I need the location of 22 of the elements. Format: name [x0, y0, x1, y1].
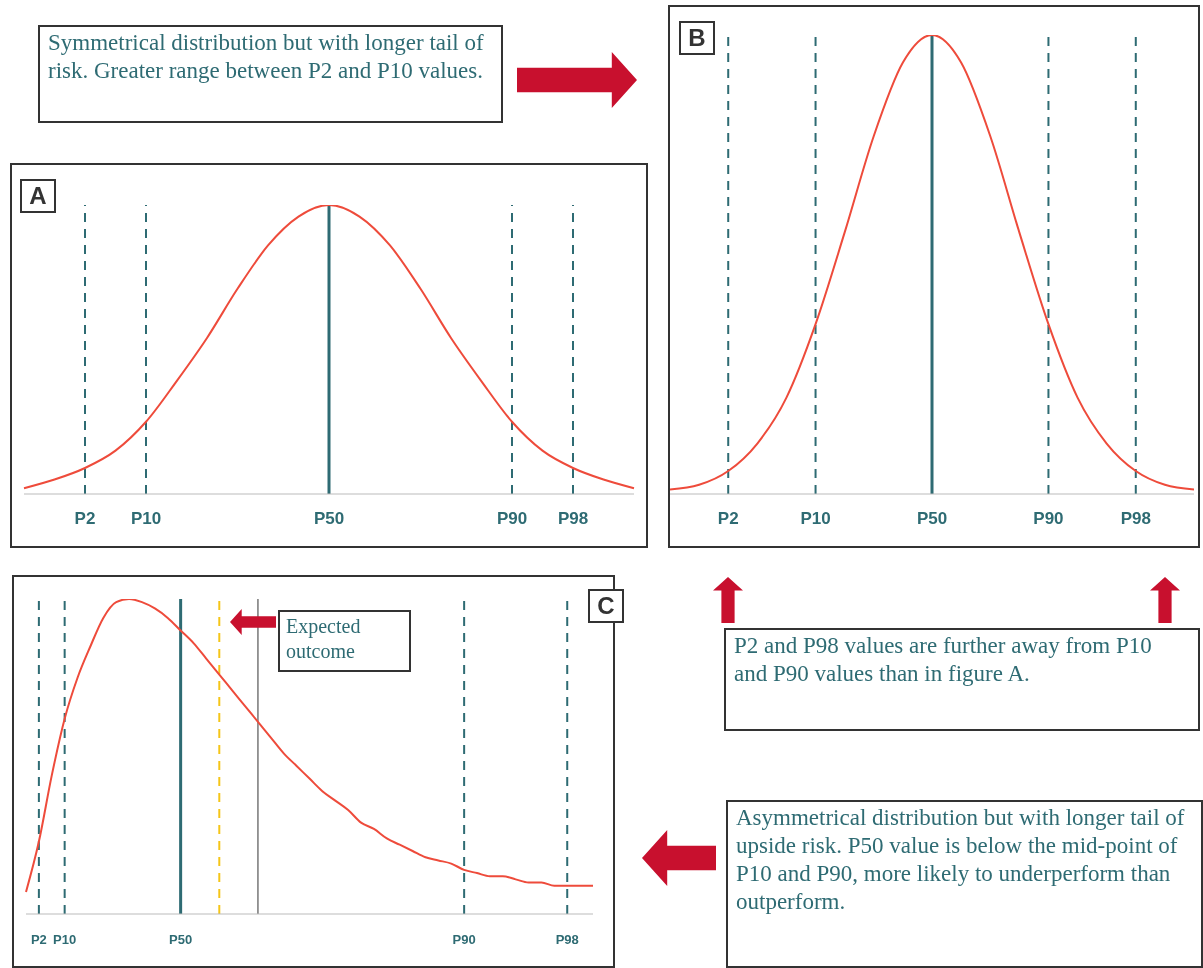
x-tick-label: P90 [1033, 509, 1064, 528]
x-tick-label: P50 [313, 509, 345, 528]
x-tick-label: P90 [452, 932, 476, 947]
x-tick-label: P98 [1120, 509, 1151, 528]
x-tick-label: P50 [916, 509, 948, 528]
text: P2 and P98 values are further away from P10 and P90 values than in figure A. [724, 628, 1200, 731]
x-tick-label: P2 [30, 932, 47, 947]
text: Symmetrical distribution but with longer tail of risk. Greater range between P2 and P10 values. [38, 25, 503, 123]
chart-title: A [20, 179, 56, 213]
x-tick-label: P2 [74, 509, 96, 528]
x-tick-label: P10 [53, 932, 77, 947]
chart-title: B [679, 21, 715, 55]
x-tick-label: P98 [555, 932, 579, 947]
text: Asymmetrical distribution but with longer tail of upside risk. P50 value is below the mid-point of P10 and P90, more likely to underperform than outperform. [726, 800, 1203, 968]
chart-title: C [588, 589, 624, 623]
annotation: Expected outcome [278, 610, 411, 672]
x-tick-label: P90 [496, 509, 528, 528]
x-tick-label: P10 [130, 509, 162, 528]
x-tick-label: P10 [800, 509, 831, 528]
x-tick-label: P50 [169, 932, 193, 947]
x-tick-label: P98 [557, 509, 589, 528]
x-tick-label: P2 [717, 509, 739, 528]
